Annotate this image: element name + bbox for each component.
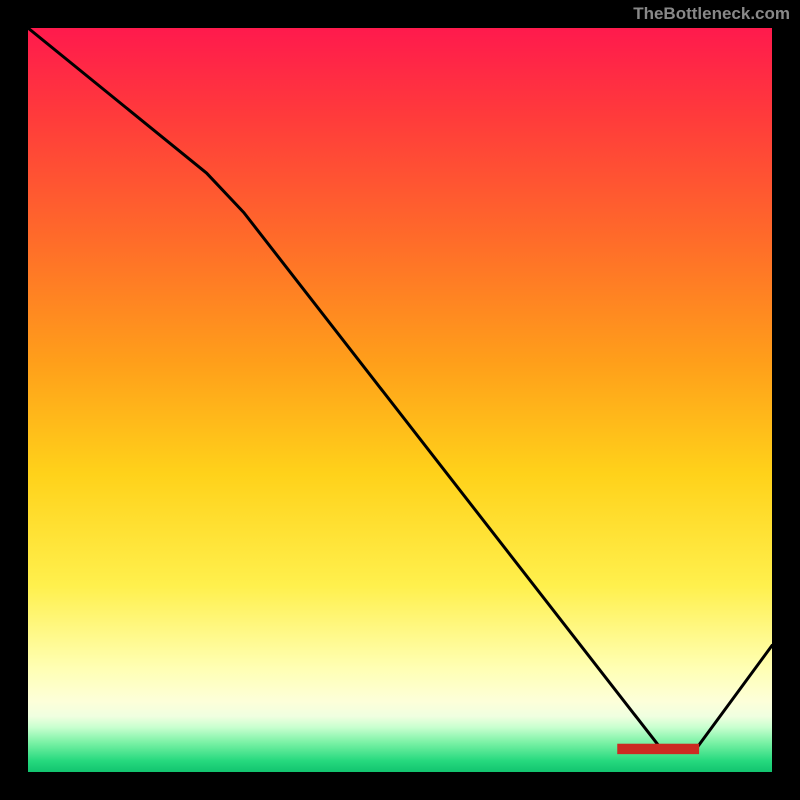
optimal-zone-marker bbox=[617, 744, 699, 754]
gradient-background bbox=[28, 28, 772, 772]
attribution-text: TheBottleneck.com bbox=[633, 4, 790, 24]
plot-area bbox=[28, 28, 772, 772]
chart-svg bbox=[28, 28, 772, 772]
